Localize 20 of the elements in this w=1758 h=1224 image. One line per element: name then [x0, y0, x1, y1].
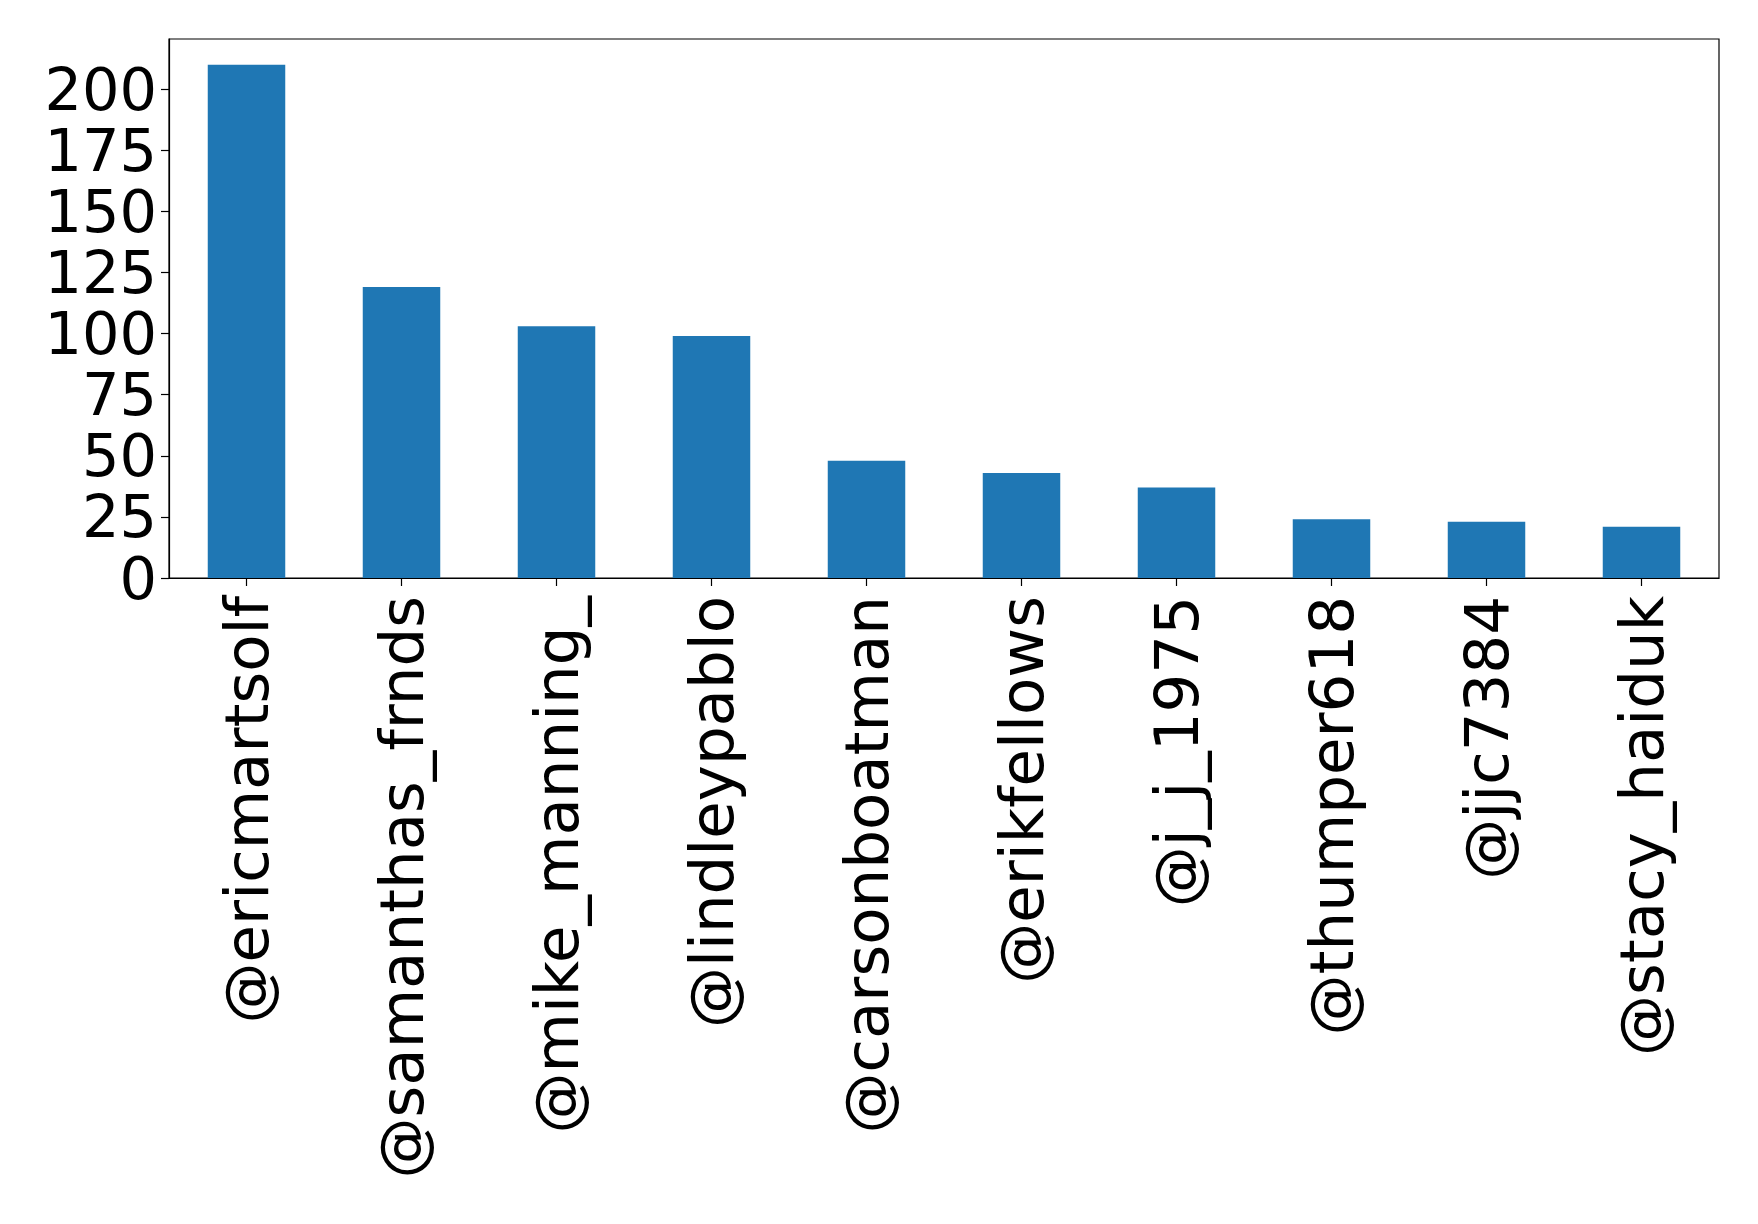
x-tick-label: @carsonboatman: [831, 596, 902, 1134]
x-tick-label: @j_j_1975: [1141, 596, 1212, 908]
bar: [1137, 487, 1216, 578]
x-tick-label: @samanthas_frnds: [366, 596, 437, 1179]
bar: [672, 336, 751, 578]
bar: [207, 64, 286, 578]
x-tick-label: @ericmartsolf: [211, 594, 282, 1024]
bar: [517, 326, 596, 578]
x-tick-label: @jjc7384: [1451, 596, 1522, 880]
x-tick-label: @mike_manning_: [521, 594, 592, 1134]
x-tick-label: @lindleypablo: [676, 596, 747, 1028]
bar: [362, 287, 441, 578]
x-tick-label: @thumper618: [1296, 596, 1367, 1036]
bar: [827, 460, 906, 578]
bar: [1292, 519, 1371, 578]
x-tick-label: @erikfellows: [986, 596, 1057, 984]
bar: [1602, 526, 1681, 578]
bar: [982, 472, 1061, 578]
x-tick-label: @stacy_haiduk: [1606, 595, 1677, 1056]
bar: [1447, 521, 1526, 578]
